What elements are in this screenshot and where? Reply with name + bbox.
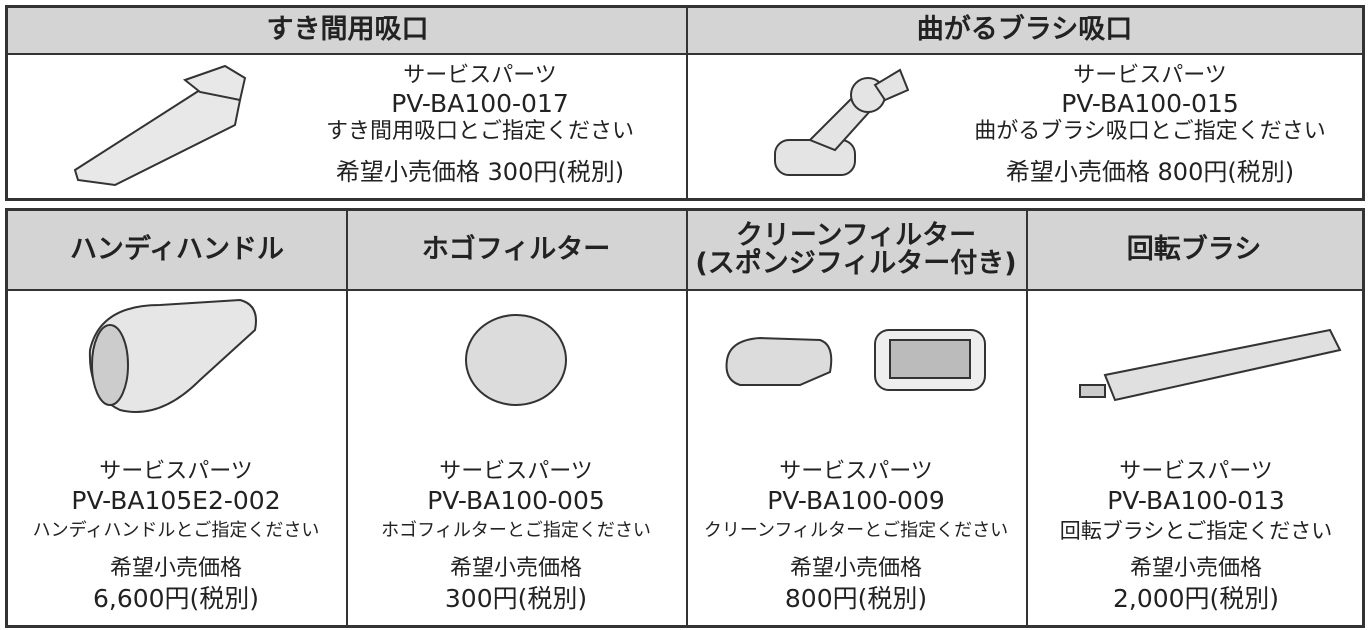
part-line: 希望小売価格 300円(税別) — [335, 158, 625, 186]
part-line: サービスパーツ — [1119, 459, 1273, 484]
part-line: PV-BA100-015 — [1061, 89, 1239, 118]
part-title: (スポンジフィルター付き) — [695, 248, 1017, 279]
part-title: ハンディハンドル — [69, 233, 285, 265]
part-line: サービスパーツ — [1073, 63, 1227, 88]
part-line: 希望小売価格 — [789, 556, 923, 581]
header-cell: ホゴフィルター — [346, 211, 686, 289]
crevice-nozzle — [73, 64, 247, 187]
part-line: ハンディハンドルとご指定ください — [32, 520, 320, 541]
header-cell: 回転ブラシ — [1026, 211, 1362, 289]
part-line: 希望小売価格 — [109, 556, 243, 581]
part-line: すき間用吸口とご指定ください — [325, 119, 635, 144]
part-title: 曲がるブラシ吸口 — [916, 14, 1133, 46]
part-line: PV-BA100-009 — [767, 486, 945, 515]
handy-handle — [88, 298, 257, 413]
rotary-brush — [1079, 328, 1342, 402]
part-line: ホゴフィルターとご指定ください — [381, 520, 651, 541]
bottom-table — [5, 208, 1365, 628]
part-line: クリーンフィルターとご指定ください — [703, 520, 1009, 541]
part-line: PV-BA100-013 — [1107, 486, 1285, 515]
header-cell: ハンディハンドル — [8, 211, 346, 289]
part-title: クリーンフィルター — [735, 219, 977, 251]
part-line: サービスパーツ — [439, 459, 593, 484]
header-row: ハンディハンドル ホゴフィルター クリーンフィルター (スポンジフィルター付き) 回転ブ… — [8, 211, 1362, 291]
part-line: PV-BA100-017 — [391, 89, 569, 118]
protect-filter — [465, 314, 567, 406]
header-cell: 曲がるブラシ吸口 — [687, 8, 1362, 55]
part-title: すき間用吸口 — [266, 14, 429, 46]
divider — [686, 211, 688, 625]
part-line: 2,000円(税別) — [1112, 584, 1280, 613]
part-line: PV-BA105E2-002 — [71, 486, 281, 515]
divider — [346, 211, 348, 625]
divider — [1026, 211, 1028, 625]
part-line: 800円(税別) — [784, 584, 928, 613]
part-line: 曲がるブラシ吸口とご指定ください — [974, 119, 1326, 144]
brush-nozzle — [774, 68, 910, 176]
divider — [686, 8, 688, 198]
part-line: 希望小売価格 — [1129, 556, 1263, 581]
part-line: 回転ブラシとご指定ください — [1059, 519, 1333, 543]
clean-filter — [725, 329, 986, 391]
part-title: ホゴフィルター — [421, 233, 611, 265]
part-line: PV-BA100-005 — [427, 486, 605, 515]
part-line: サービスパーツ — [99, 459, 253, 484]
part-line: 6,600円(税別) — [92, 584, 260, 613]
part-title: 回転ブラシ — [1126, 233, 1262, 265]
header-cell: クリーンフィルター (スポンジフィルター付き) — [686, 211, 1026, 289]
header-cell: すき間用吸口 — [8, 8, 687, 55]
part-line: 300円(税別) — [444, 584, 588, 613]
part-line: サービスパーツ — [403, 63, 557, 88]
part-line: 希望小売価格 — [449, 556, 583, 581]
part-line: サービスパーツ — [779, 459, 933, 484]
top-table — [5, 5, 1365, 201]
part-line: 希望小売価格 800円(税別) — [1005, 158, 1295, 186]
